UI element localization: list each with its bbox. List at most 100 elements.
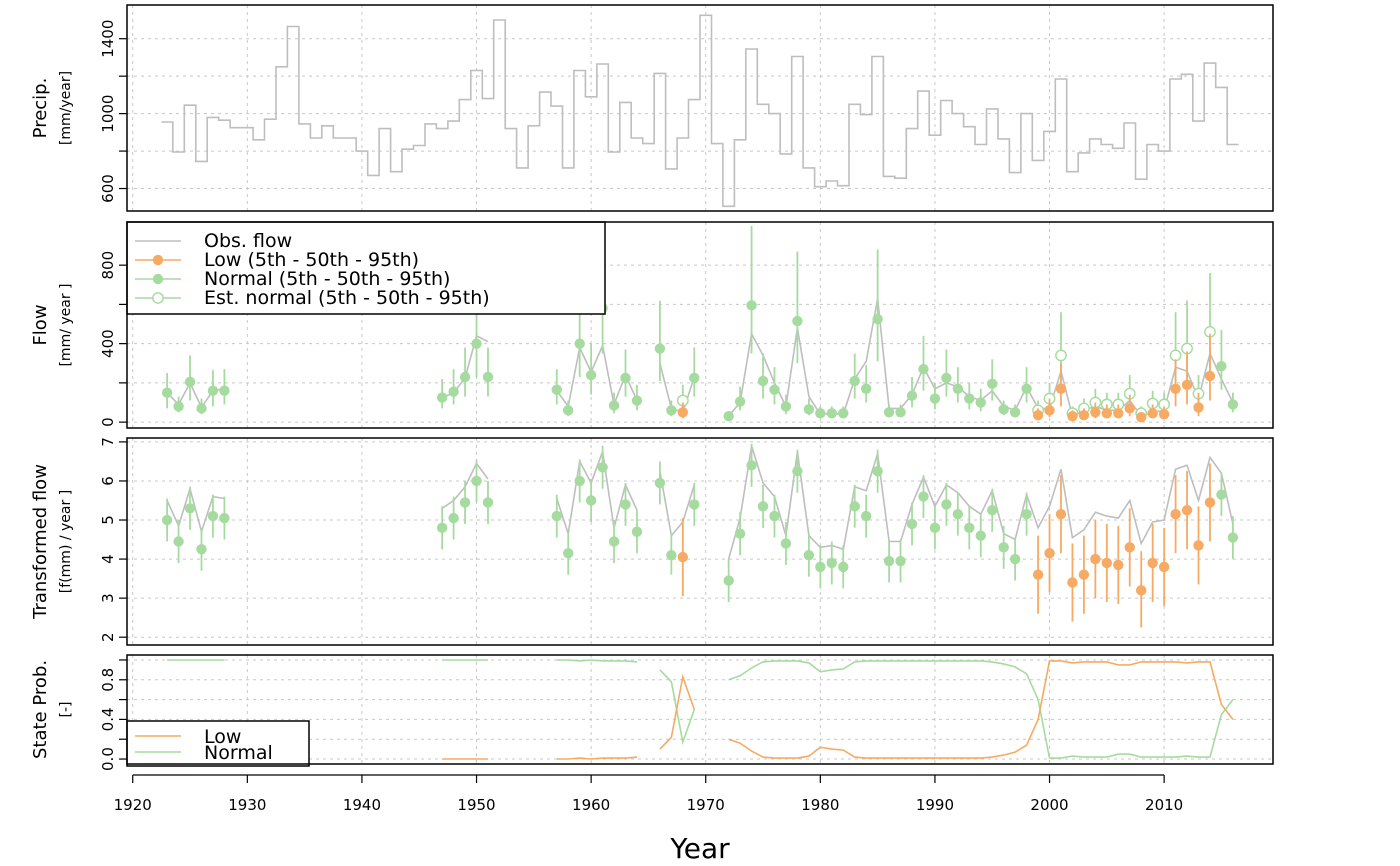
low-point — [1101, 557, 1113, 569]
normal-point — [1021, 508, 1032, 520]
low-point — [1181, 379, 1193, 391]
normal-point — [746, 300, 757, 311]
normal-point — [918, 363, 929, 375]
low-point — [1136, 412, 1147, 423]
panels: 600 1000 1400 Precip. [mm/year] 0 400 800 Flow [m… — [30, 4, 1274, 771]
panel-transformed: 2 3 4 5 6 7 Transformed flow [f(mm) / year ] — [30, 437, 1274, 646]
legend-box — [126, 221, 606, 315]
low-point — [1090, 407, 1101, 418]
normal-point — [975, 397, 986, 408]
normal-point — [734, 528, 746, 539]
y-tick-label: 5 — [99, 515, 117, 525]
normal-point — [219, 385, 230, 396]
low-point — [1044, 405, 1055, 416]
normal-point — [448, 386, 459, 397]
y-axis: 2 3 4 5 6 7 — [99, 437, 127, 642]
normal-point — [196, 403, 207, 414]
normal-point — [757, 375, 769, 387]
low-point — [1113, 408, 1124, 419]
normal-point — [872, 313, 883, 325]
normal-point — [184, 376, 196, 388]
low-point — [1032, 569, 1044, 580]
normal-point — [1227, 532, 1239, 543]
low-point — [1078, 410, 1090, 421]
y-axis-label: Flow — [30, 304, 51, 345]
normal-point — [964, 393, 975, 404]
x-tick-label: 2000 — [1030, 796, 1068, 814]
normal-point — [551, 384, 562, 395]
y-tick-label: 600 — [99, 174, 117, 203]
normal-point — [975, 530, 986, 541]
x-tick-label: 1960 — [572, 796, 610, 814]
y-tick-label: 0.8 — [99, 668, 117, 692]
normal-point — [883, 555, 895, 567]
normal-point — [689, 499, 700, 510]
low-point — [1032, 410, 1044, 421]
normal-point — [1021, 383, 1032, 394]
x-tick-label: 1940 — [343, 796, 381, 814]
normal-point — [757, 501, 769, 512]
normal-point — [860, 383, 872, 394]
x-tick-label: 2010 — [1145, 796, 1183, 814]
normal-point — [941, 372, 952, 384]
precip-step-line — [161, 14, 1239, 208]
y-axis-label: Transformed flow — [30, 464, 51, 620]
low-point — [1193, 540, 1204, 551]
normal-point — [803, 549, 815, 561]
x-axis-title: Year — [669, 832, 730, 865]
x-tick-label: 1970 — [687, 796, 725, 814]
normal-point — [929, 522, 941, 534]
y-axis-unit: [mm/year] — [58, 71, 74, 145]
normal-point — [987, 505, 998, 516]
normal-point — [952, 508, 964, 520]
normal-point — [620, 372, 631, 384]
normal-point — [620, 499, 631, 510]
normal-point — [929, 393, 941, 404]
low-point — [1193, 402, 1204, 413]
normal-point — [723, 411, 734, 422]
grid — [127, 438, 1273, 645]
low-point — [1158, 561, 1170, 573]
normal-point — [941, 499, 952, 510]
normal-point — [792, 315, 803, 327]
normal-point — [964, 522, 975, 534]
normal-point — [597, 462, 608, 473]
normal-point — [436, 522, 448, 534]
normal-point — [666, 549, 677, 561]
legend-label: Est. normal (5th - 50th - 95th) — [204, 287, 490, 309]
panel-frame — [126, 654, 1274, 765]
y-axis-label: State Prob. — [30, 660, 51, 759]
normal-point — [1009, 407, 1021, 418]
normal-point — [631, 395, 643, 406]
low-point — [1044, 548, 1055, 559]
normal-point — [838, 561, 849, 573]
normal-point — [826, 557, 837, 569]
normal-point — [184, 503, 196, 514]
normal-point — [1227, 399, 1239, 410]
low-point — [1204, 497, 1216, 508]
normal-point — [207, 510, 219, 522]
low-point — [1055, 508, 1067, 520]
legend-label: Low (5th - 50th - 95th) — [204, 249, 419, 271]
normal-point — [723, 575, 734, 586]
y-tick-label: 1000 — [99, 95, 117, 133]
low-point — [1158, 409, 1170, 420]
normal-point — [998, 542, 1009, 553]
normal-point — [161, 387, 173, 398]
normal-point — [792, 465, 803, 477]
normal-point — [872, 465, 883, 477]
normal-point — [654, 343, 666, 354]
low-prob-line — [728, 660, 1234, 759]
low-point — [1170, 383, 1181, 394]
low-point — [1181, 505, 1193, 516]
low-point — [1113, 559, 1124, 571]
normal-prob-line — [556, 659, 638, 663]
normal-point — [207, 385, 219, 396]
low-point — [1124, 542, 1135, 553]
low-point — [677, 407, 689, 418]
plot-area — [161, 443, 1239, 628]
y-tick-label: 6 — [99, 476, 117, 486]
y-axis: 600 1000 1400 — [99, 20, 127, 203]
